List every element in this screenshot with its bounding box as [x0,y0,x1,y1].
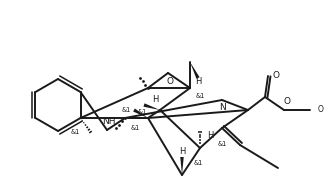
Text: &1: &1 [121,107,131,113]
Text: N: N [219,104,225,113]
Text: O: O [167,76,173,85]
Text: &1: &1 [130,125,140,131]
Polygon shape [190,62,200,79]
Polygon shape [180,157,184,175]
Text: O: O [284,98,291,106]
Text: &1: &1 [217,141,227,147]
Text: H: H [152,96,158,105]
Text: &1: &1 [195,93,205,99]
Text: NH: NH [102,116,116,126]
Text: O: O [318,105,324,114]
Text: H: H [207,131,213,141]
Text: &1: &1 [193,160,203,166]
Polygon shape [133,108,148,118]
Text: H: H [179,147,185,157]
Text: &1: &1 [137,109,147,115]
Text: &1: &1 [71,129,80,135]
Text: O: O [273,72,280,81]
Text: H: H [195,77,201,87]
Polygon shape [144,103,160,110]
